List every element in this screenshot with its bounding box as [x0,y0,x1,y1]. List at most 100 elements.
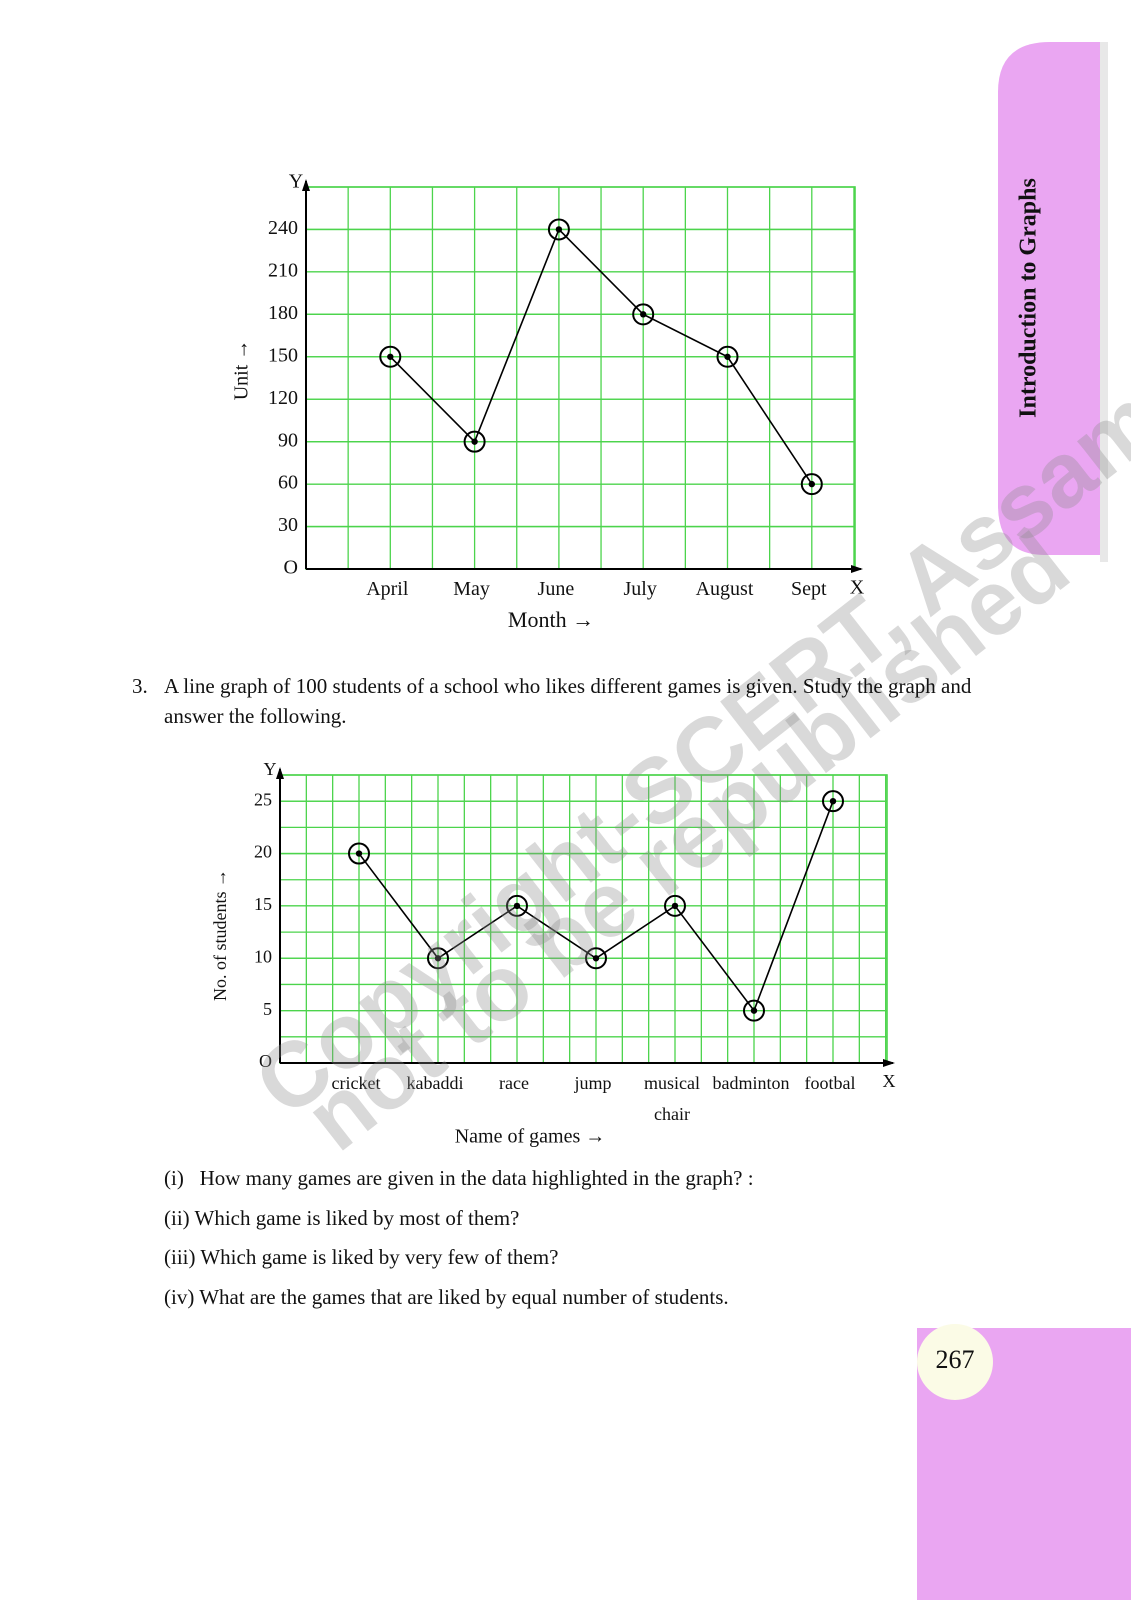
point-ring [547,218,570,241]
question-number: 3. [132,674,148,698]
side-tab [998,42,1100,555]
point-ring [664,894,686,917]
point-ring [348,842,370,865]
y-axis-arrow [302,179,310,191]
data-point [348,842,370,865]
x-tick-label: July [623,578,657,600]
x-tick-label: footbal [804,1073,856,1093]
sub-question: (ii) Which game is liked by most of them… [164,1206,520,1230]
x-axis-mark: X [883,1071,896,1091]
y-tick-label: O [259,1051,272,1071]
point-dot [513,902,521,910]
x-tick-label: cricket [331,1073,381,1093]
x-tick-box: kabaddi [406,1073,464,1093]
point-ring [822,790,844,813]
y-axis-title: Unit → [231,340,253,401]
data-point [379,345,402,368]
point-ring [463,430,486,453]
point-ring [743,999,765,1022]
x-tick-box: Sept [791,578,827,600]
point-ring [800,473,823,496]
data-point [547,218,570,241]
point-ring [585,947,607,970]
data-point [743,999,765,1022]
x-tick-box: footbal [804,1073,856,1093]
data-point [822,790,844,813]
data-point [664,894,686,917]
y-tick-label: 25 [254,789,272,809]
x-tick-box: May [453,578,490,600]
y-tick-label: 10 [254,946,272,966]
data-point [716,345,739,368]
point-dot [808,480,815,488]
x-axis-arrow [883,1059,895,1067]
sub-question: (i) How many games are given in the data… [164,1166,754,1190]
data-point [506,894,528,917]
y-axis-mark: Y [289,171,303,193]
data-point [632,303,655,326]
y-tick-label: 5 [263,999,272,1019]
question-text: A line graph of 100 students of a school… [164,674,972,728]
x-tick-label: June [537,578,575,600]
point-dot [555,226,563,233]
x-tick-box: August [695,578,754,600]
y-tick-label: 180 [268,302,298,324]
data-point [427,947,449,970]
x-tick-label: April [366,578,409,600]
point-dot [829,797,837,805]
point-ring [632,303,655,326]
point-ring [506,894,528,917]
x-tick-label: jump [574,1073,612,1093]
data-line [389,228,813,485]
x-tick-box: badminton [712,1073,790,1093]
x-axis-arrow [851,565,863,573]
y-tick-label: 150 [268,344,298,366]
point-dot [434,955,442,962]
point-ring [427,947,449,970]
x-tick-label: August [695,578,754,600]
x-tick-label: Sept [791,578,827,600]
point-ring [716,345,739,368]
y-axis-arrow [276,767,284,779]
x-tick-box: June [537,578,575,600]
side-tab-title: Introduction to Graphs [1016,178,1042,418]
x-tick-box: April [366,578,409,600]
data-point [585,947,607,970]
x-tick-label: musical chair [644,1073,700,1124]
x-tick-box: cricket [331,1073,381,1093]
point-dot [387,353,394,360]
y-tick-label: 90 [278,429,298,451]
point-dot [592,955,600,962]
point-dot [640,311,647,318]
x-axis-mark: X [850,577,865,599]
x-tick-label: kabaddi [406,1073,464,1093]
y-axis-title: No. of students → [210,869,230,1001]
point-dot [671,902,679,910]
y-tick-label: O [284,557,298,579]
point-dot [724,353,731,360]
x-tick-box: musical chair [644,1073,700,1124]
point-dot [355,850,363,857]
sub-question: (iii) Which game is liked by very few of… [164,1245,559,1269]
sub-question: (iv) What are the games that are liked b… [164,1285,729,1309]
x-tick-box: July [623,578,657,600]
y-tick-label: 15 [254,894,272,914]
x-tick-label: badminton [712,1073,790,1093]
y-tick-label: 240 [268,217,298,239]
point-ring [379,345,402,368]
x-tick-box: jump [574,1073,612,1093]
x-axis-title: Name of games → [455,1126,606,1148]
x-tick-label: May [453,578,490,600]
tab-edge [1100,42,1108,562]
point-dot [750,1007,758,1014]
y-tick-label: 120 [268,387,298,409]
x-tick-label: race [499,1073,529,1093]
data-point [800,473,823,496]
y-axis-mark: Y [264,759,277,779]
y-tick-label: 20 [254,842,272,862]
data-point [463,430,486,453]
y-tick-label: 30 [278,514,298,536]
x-tick-box: race [499,1073,529,1093]
